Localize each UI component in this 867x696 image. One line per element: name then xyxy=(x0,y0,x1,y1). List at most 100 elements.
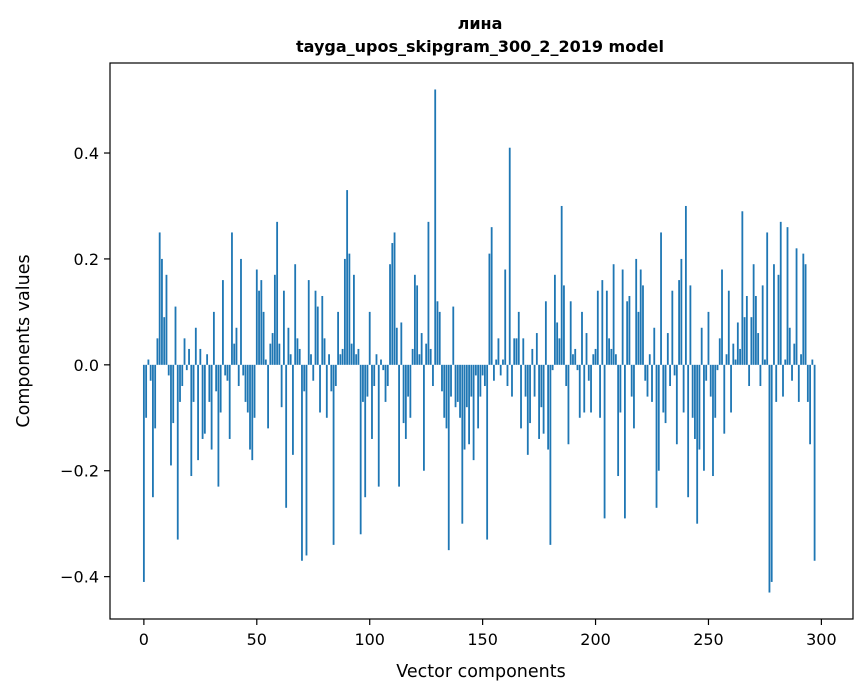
bar-component-172 xyxy=(531,348,534,365)
bar-component-137 xyxy=(452,306,455,365)
bar-component-42 xyxy=(237,364,240,387)
y-tick-label: 0.4 xyxy=(74,144,99,163)
bar-component-158 xyxy=(499,364,502,376)
bar-component-252 xyxy=(712,364,714,477)
bar-component-88 xyxy=(341,348,344,365)
bar-component-211 xyxy=(619,364,622,413)
bar-component-169 xyxy=(524,364,527,397)
bar-component-1 xyxy=(145,364,148,418)
bar-component-24 xyxy=(197,364,199,461)
bar-component-133 xyxy=(443,364,446,418)
bar-component-135 xyxy=(447,364,450,551)
bar-component-74 xyxy=(310,354,312,365)
bar-component-105 xyxy=(380,359,382,365)
bar-component-47 xyxy=(249,364,251,450)
bar-component-34 xyxy=(219,364,222,413)
bar-component-138 xyxy=(454,364,457,408)
bar-component-170 xyxy=(526,364,529,455)
bar-component-83 xyxy=(330,364,333,392)
bar-component-237 xyxy=(678,280,681,365)
bar-component-210 xyxy=(617,364,620,477)
bar-component-84 xyxy=(332,364,335,545)
bar-component-178 xyxy=(544,301,547,365)
bar-component-101 xyxy=(371,364,373,439)
bar-component-258 xyxy=(725,354,728,365)
bar-component-150 xyxy=(481,364,484,376)
y-tick-label: −0.2 xyxy=(60,462,99,481)
bar-component-219 xyxy=(637,311,640,365)
x-tick-label: 150 xyxy=(467,630,498,649)
bar-component-235 xyxy=(673,364,676,376)
bar-component-141 xyxy=(461,364,464,524)
bar-component-99 xyxy=(366,364,369,397)
bar-component-264 xyxy=(739,348,741,365)
bar-component-283 xyxy=(782,364,784,397)
y-axis-ticks: −0.4 −0.2 0.0 0.2 0.4 xyxy=(60,144,110,587)
bar-component-234 xyxy=(671,290,674,365)
bar-component-161 xyxy=(506,364,509,387)
bar-component-282 xyxy=(779,221,782,365)
bar-component-182 xyxy=(553,274,556,365)
bar-component-204 xyxy=(603,364,606,519)
bar-component-121 xyxy=(416,285,419,365)
bar-component-246 xyxy=(698,364,701,450)
bar-component-186 xyxy=(563,285,565,365)
bar-component-29 xyxy=(208,364,211,402)
bar-component-44 xyxy=(242,364,245,376)
bar-component-46 xyxy=(246,364,249,413)
bar-component-286 xyxy=(788,327,791,365)
bar-component-75 xyxy=(312,364,315,381)
bar-component-292 xyxy=(802,253,805,365)
bar-component-77 xyxy=(316,306,319,365)
bar-component-76 xyxy=(314,290,317,365)
bar-component-20 xyxy=(188,348,190,365)
bar-component-276 xyxy=(766,232,769,365)
x-tick-label: 50 xyxy=(247,630,267,649)
bar-component-268 xyxy=(748,364,751,387)
bar-component-226 xyxy=(653,327,656,365)
bar-component-130 xyxy=(436,301,439,365)
bar-component-57 xyxy=(271,333,274,365)
bar-component-244 xyxy=(694,364,696,439)
bar-component-98 xyxy=(364,364,367,498)
bar-component-159 xyxy=(502,359,504,365)
bar-component-115 xyxy=(402,364,405,424)
bar-component-269 xyxy=(750,317,753,365)
bar-component-155 xyxy=(493,364,495,381)
bar-component-247 xyxy=(700,327,703,365)
bar-component-263 xyxy=(736,322,739,365)
plot-area-frame xyxy=(109,62,854,620)
bar-component-43 xyxy=(240,258,242,365)
bar-component-156 xyxy=(495,359,498,365)
bar-component-53 xyxy=(262,311,265,365)
bar-component-27 xyxy=(203,364,206,434)
bar-component-146 xyxy=(472,364,475,461)
bar-component-143 xyxy=(465,364,468,408)
bar-component-176 xyxy=(540,364,543,408)
bar-component-144 xyxy=(468,364,470,445)
bar-component-10 xyxy=(165,274,168,365)
bar-component-162 xyxy=(508,147,511,365)
bar-component-212 xyxy=(621,269,624,365)
bar-component-277 xyxy=(768,364,771,593)
bar-component-41 xyxy=(235,327,238,365)
bar-component-68 xyxy=(296,338,299,365)
bar-component-285 xyxy=(786,227,789,365)
chart-subtitle: tayga_upos_skipgram_300_2_2019 model xyxy=(296,37,664,56)
bar-component-295 xyxy=(809,364,811,445)
bar-component-35 xyxy=(222,280,224,365)
x-tick-label: 250 xyxy=(693,630,724,649)
bar-component-288 xyxy=(793,343,796,365)
bar-component-66 xyxy=(292,364,294,455)
bar-component-271 xyxy=(754,295,757,365)
bar-component-38 xyxy=(228,364,231,439)
bar-component-166 xyxy=(517,311,520,365)
bar-component-267 xyxy=(745,295,748,365)
bar-component-179 xyxy=(547,364,550,450)
bar-component-148 xyxy=(477,364,480,429)
bar-component-85 xyxy=(334,364,337,387)
bar-component-116 xyxy=(404,364,407,439)
bar-component-190 xyxy=(572,354,574,365)
bar-component-225 xyxy=(651,364,653,402)
bar-component-273 xyxy=(759,364,762,387)
